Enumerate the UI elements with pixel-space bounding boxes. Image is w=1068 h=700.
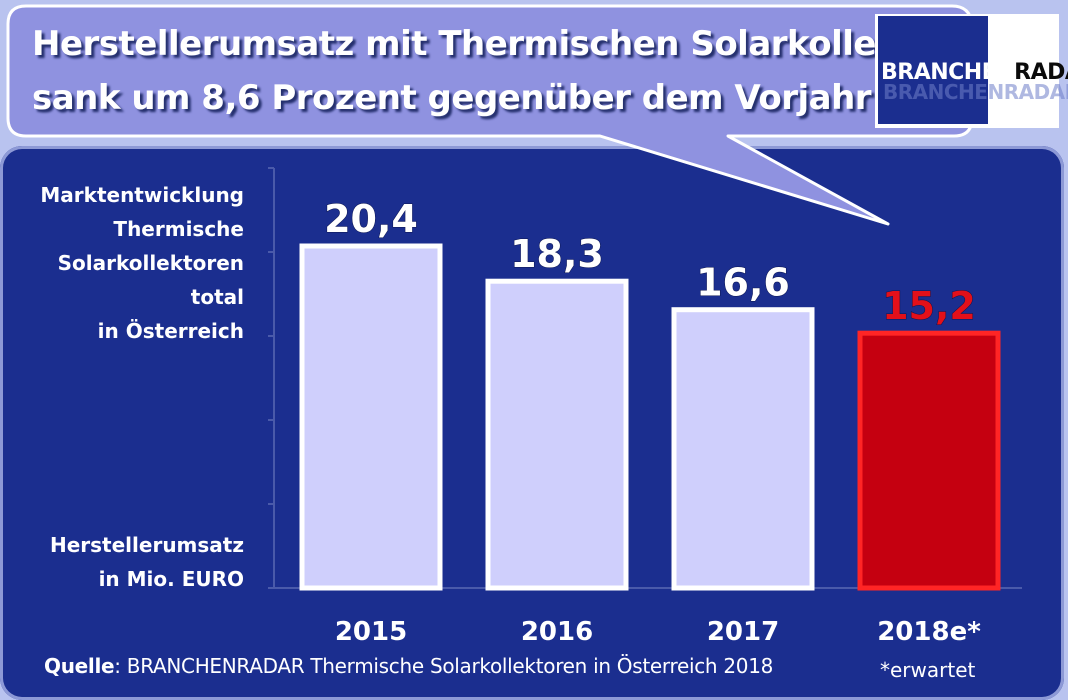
x-axis-category-label: 2018e*: [877, 617, 981, 647]
source-note: Quelle: BRANCHENRADAR Thermische Solarko…: [44, 654, 773, 678]
x-axis-category-label: 2017: [707, 617, 779, 647]
logo-text-part2: RADAR: [1014, 60, 1068, 85]
x-axis-category-label: 2016: [521, 617, 593, 647]
bar: [299, 243, 443, 591]
y-axis-label-bottom: Herstellerumsatz in Mio. EURO: [50, 528, 244, 596]
logo-reflection: BRANCHENRADAR: [883, 80, 1068, 104]
y-axis-label-line: Marktentwicklung: [40, 183, 244, 207]
bar-value-label: 20,4: [324, 197, 418, 241]
bar-highlighted: [857, 330, 1001, 591]
bar-value-label: 15,2: [882, 284, 976, 328]
y-axis-label-top: Marktentwicklung Thermische Solarkollekt…: [40, 178, 244, 348]
source-prefix: Quelle: [44, 654, 115, 678]
logo-text-part1: BRANCHEN: [881, 60, 1015, 85]
y-axis-label-line: Solarkollektoren: [57, 251, 244, 275]
title-line-1: Herstellerumsatz mit Thermischen Solarko…: [32, 24, 1000, 64]
bar-value-label: 16,6: [696, 261, 790, 305]
bar: [671, 307, 815, 591]
branchenradar-logo: BRANCHENRADAR BRANCHENRADAR: [875, 14, 1068, 128]
y-axis-label-line: in Österreich: [97, 319, 244, 343]
y-axis-label-line: Herstellerumsatz: [49, 533, 244, 557]
logo-text: BRANCHENRADAR: [881, 60, 1068, 85]
y-axis-label-line: Thermische: [113, 217, 244, 241]
y-axis-label-line: total: [190, 285, 244, 309]
title-line-2: sank um 8,6 Prozent gegenüber dem Vorjah…: [32, 78, 872, 118]
source-text: : BRANCHENRADAR Thermische Solarkollekto…: [114, 654, 774, 678]
logo-dark-box: [878, 16, 988, 124]
bar-value-label: 18,3: [510, 232, 604, 276]
bar: [485, 278, 629, 591]
x-axis-category-label: 2015: [335, 617, 407, 647]
footnote: *erwartet: [880, 658, 976, 682]
y-axis-label-line: in Mio. EURO: [98, 567, 244, 591]
